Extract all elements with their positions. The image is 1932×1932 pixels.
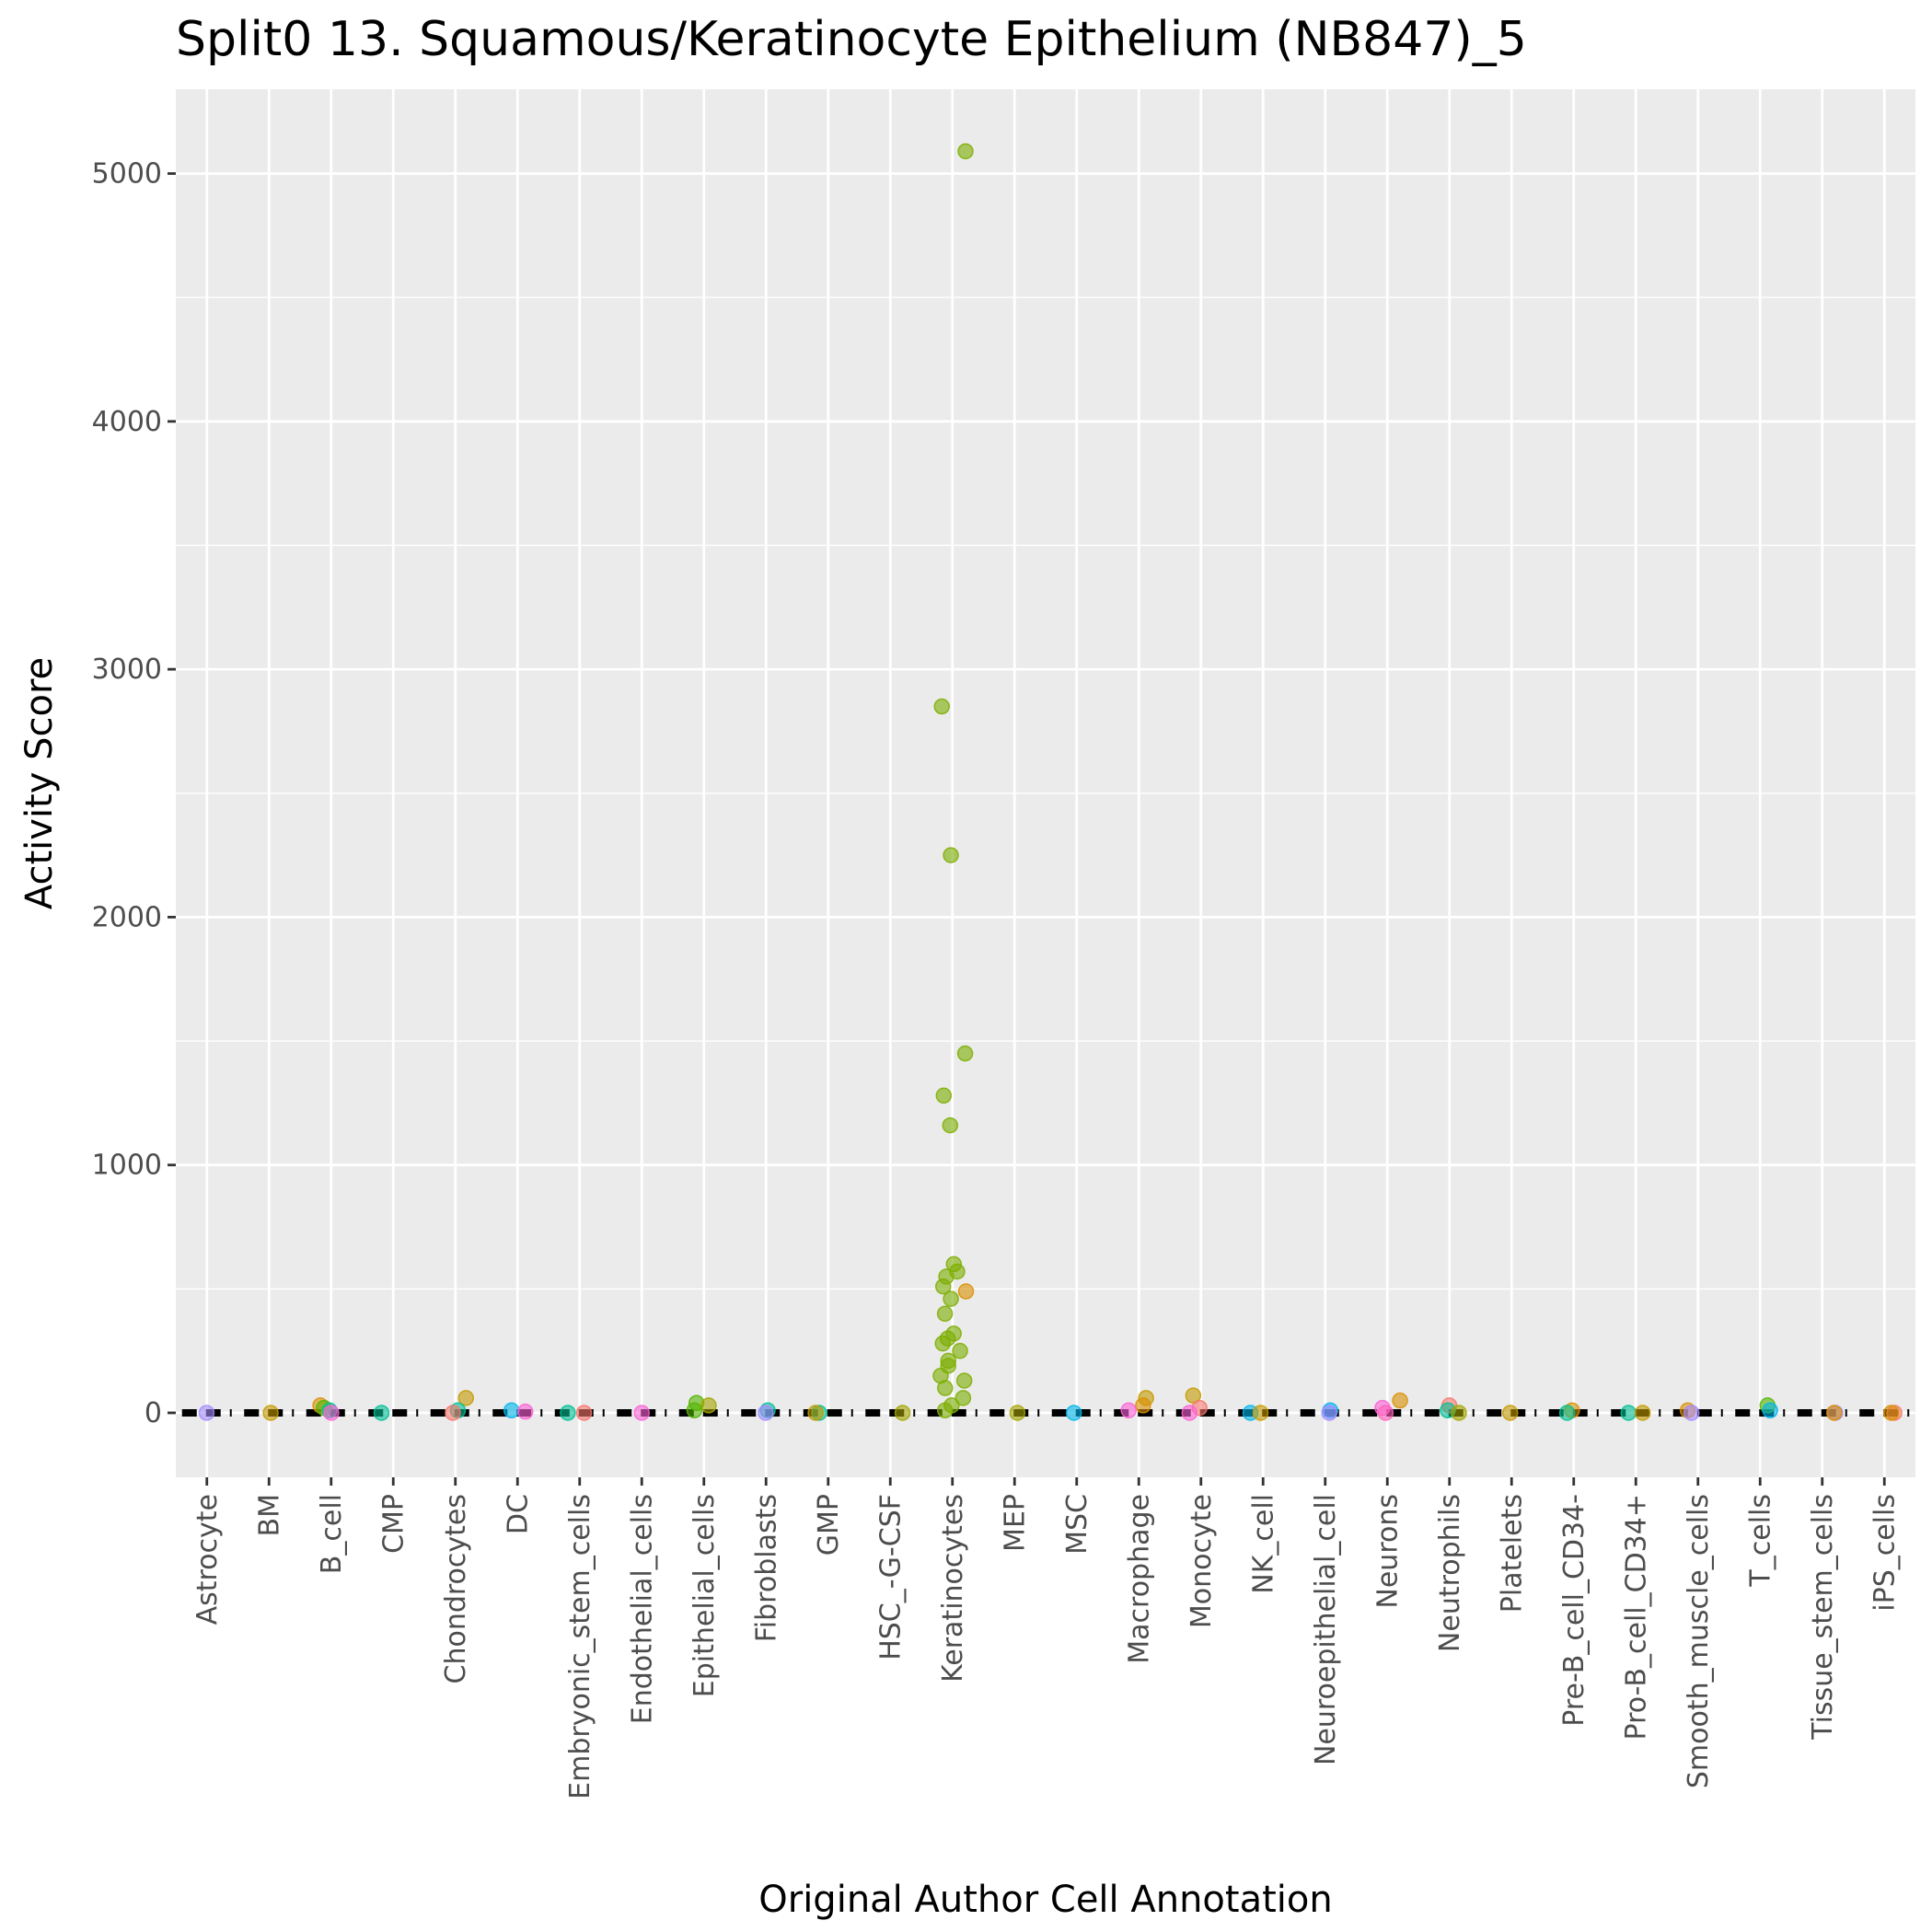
x-tick-label: Neutrophils — [1434, 1494, 1466, 1652]
x-tick-label: Macrophage — [1123, 1494, 1155, 1664]
data-point — [935, 1087, 953, 1105]
data-point — [262, 1405, 279, 1421]
x-tick-label: Chondrocytes — [440, 1494, 472, 1684]
x-tick-label: GMP — [813, 1494, 845, 1556]
x-tick-label: Neurons — [1371, 1494, 1404, 1609]
data-point — [1558, 1405, 1576, 1421]
data-point — [933, 698, 950, 715]
data-point — [934, 1278, 952, 1295]
data-point — [954, 1390, 972, 1406]
data-point — [445, 1405, 461, 1421]
data-point — [956, 1045, 974, 1062]
x-tick-label: Astrocyte — [191, 1494, 224, 1625]
y-tick-label: 0 — [145, 1397, 162, 1429]
data-point — [758, 1405, 774, 1421]
data-point — [894, 1405, 911, 1421]
data-point — [1009, 1405, 1026, 1421]
x-tick-label: Keratinocytes — [937, 1494, 969, 1683]
x-tick-label: Fibroblasts — [750, 1494, 782, 1642]
data-point — [560, 1405, 576, 1421]
data-point — [1502, 1405, 1519, 1421]
data-point — [934, 1335, 951, 1352]
data-point — [1120, 1402, 1137, 1419]
data-point — [1181, 1405, 1198, 1421]
data-point — [1634, 1405, 1651, 1421]
y-tick-label: 1000 — [92, 1150, 162, 1182]
minor-gridlines — [176, 296, 1915, 1290]
data-point — [198, 1405, 215, 1421]
data-point — [955, 1372, 973, 1389]
y-tick-label: 4000 — [92, 406, 162, 438]
x-tick-label: Embryonic_stem_cells — [564, 1494, 596, 1799]
data-point — [1321, 1405, 1337, 1421]
data-point — [1683, 1405, 1700, 1421]
y-axis: 0 1000 2000 3000 4000 5000 — [92, 158, 176, 1429]
data-point — [517, 1403, 534, 1420]
data-point — [1377, 1405, 1394, 1421]
data-point — [943, 1290, 959, 1307]
data-point — [575, 1405, 593, 1421]
x-tick-label: HSC_-G-CSF — [874, 1494, 907, 1660]
data-point — [942, 1116, 959, 1134]
data-point — [700, 1397, 717, 1414]
x-tick-label: Smooth_muscle_cells — [1683, 1494, 1715, 1788]
data-point — [1620, 1405, 1637, 1421]
chart-title: Split0 13. Squamous/Keratinocyte Epithel… — [176, 12, 1527, 67]
x-tick-label: Platelets — [1496, 1494, 1528, 1613]
data-point — [373, 1405, 390, 1421]
plot-panel — [176, 89, 1915, 1477]
data-point — [503, 1402, 520, 1419]
x-tick-label: CMP — [377, 1494, 410, 1554]
data-point — [957, 143, 974, 160]
x-tick-label: Pro-B_cell_CD34+ — [1620, 1494, 1652, 1740]
data-point — [686, 1402, 703, 1419]
data-point — [457, 1390, 475, 1406]
data-point — [1135, 1397, 1151, 1414]
x-tick-label: iPS_cells — [1868, 1494, 1901, 1612]
data-point — [937, 1380, 954, 1396]
data-point — [323, 1405, 340, 1421]
data-point — [1066, 1405, 1082, 1421]
x-tick-label: BM — [253, 1494, 285, 1536]
x-tick-label: T_cells — [1744, 1494, 1776, 1588]
x-tick-label: Endothelial_cells — [626, 1494, 658, 1724]
data-point — [807, 1405, 824, 1421]
x-tick-label: MSC — [1061, 1494, 1093, 1555]
x-axis-title: Original Author Cell Annotation — [758, 1879, 1332, 1921]
x-axis: Astrocyte BM B_cell CMP Chondrocytes DC Embryo… — [191, 1477, 1901, 1799]
data-point — [936, 1305, 954, 1323]
x-tick-label: Neuroepithelial_cell — [1310, 1494, 1342, 1765]
data-point — [936, 1402, 954, 1419]
x-tick-label: Pre-B_cell_CD34- — [1558, 1494, 1591, 1727]
data-point — [943, 847, 959, 863]
data-point — [1825, 1405, 1843, 1421]
data-point — [1883, 1405, 1900, 1421]
data-point — [1185, 1387, 1202, 1404]
major-gridlines — [176, 89, 1915, 1477]
data-point — [1451, 1405, 1467, 1421]
y-tick-label: 5000 — [92, 158, 162, 191]
x-tick-label: MEP — [999, 1494, 1031, 1552]
data-point — [952, 1342, 968, 1359]
x-tick-label: Tissue_stem_cells — [1807, 1494, 1839, 1741]
data-point — [1762, 1402, 1778, 1419]
y-tick-label: 3000 — [92, 654, 162, 686]
y-tick-label: 2000 — [92, 901, 162, 933]
data-point — [1252, 1405, 1269, 1421]
x-tick-label: Monocyte — [1186, 1494, 1218, 1628]
data-point — [633, 1405, 650, 1421]
data-point — [1392, 1392, 1408, 1409]
data-point — [957, 1283, 975, 1300]
x-tick-label: DC — [502, 1494, 534, 1534]
data-points — [198, 143, 1903, 1421]
x-tick-label: Epithelial_cells — [688, 1494, 721, 1697]
y-axis-title: Activity Score — [18, 657, 61, 909]
x-tick-label: NK_cell — [1247, 1494, 1279, 1594]
x-tick-label: B_cell — [316, 1494, 348, 1574]
